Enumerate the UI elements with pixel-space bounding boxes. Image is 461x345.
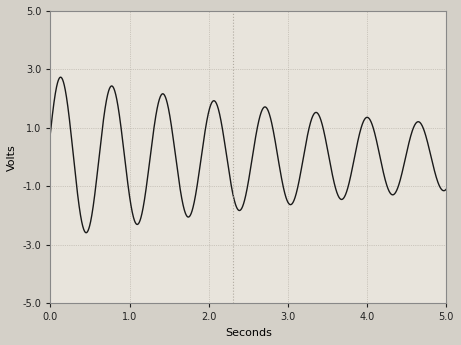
Y-axis label: Volts: Volts	[7, 144, 17, 170]
X-axis label: Seconds: Seconds	[225, 328, 272, 338]
